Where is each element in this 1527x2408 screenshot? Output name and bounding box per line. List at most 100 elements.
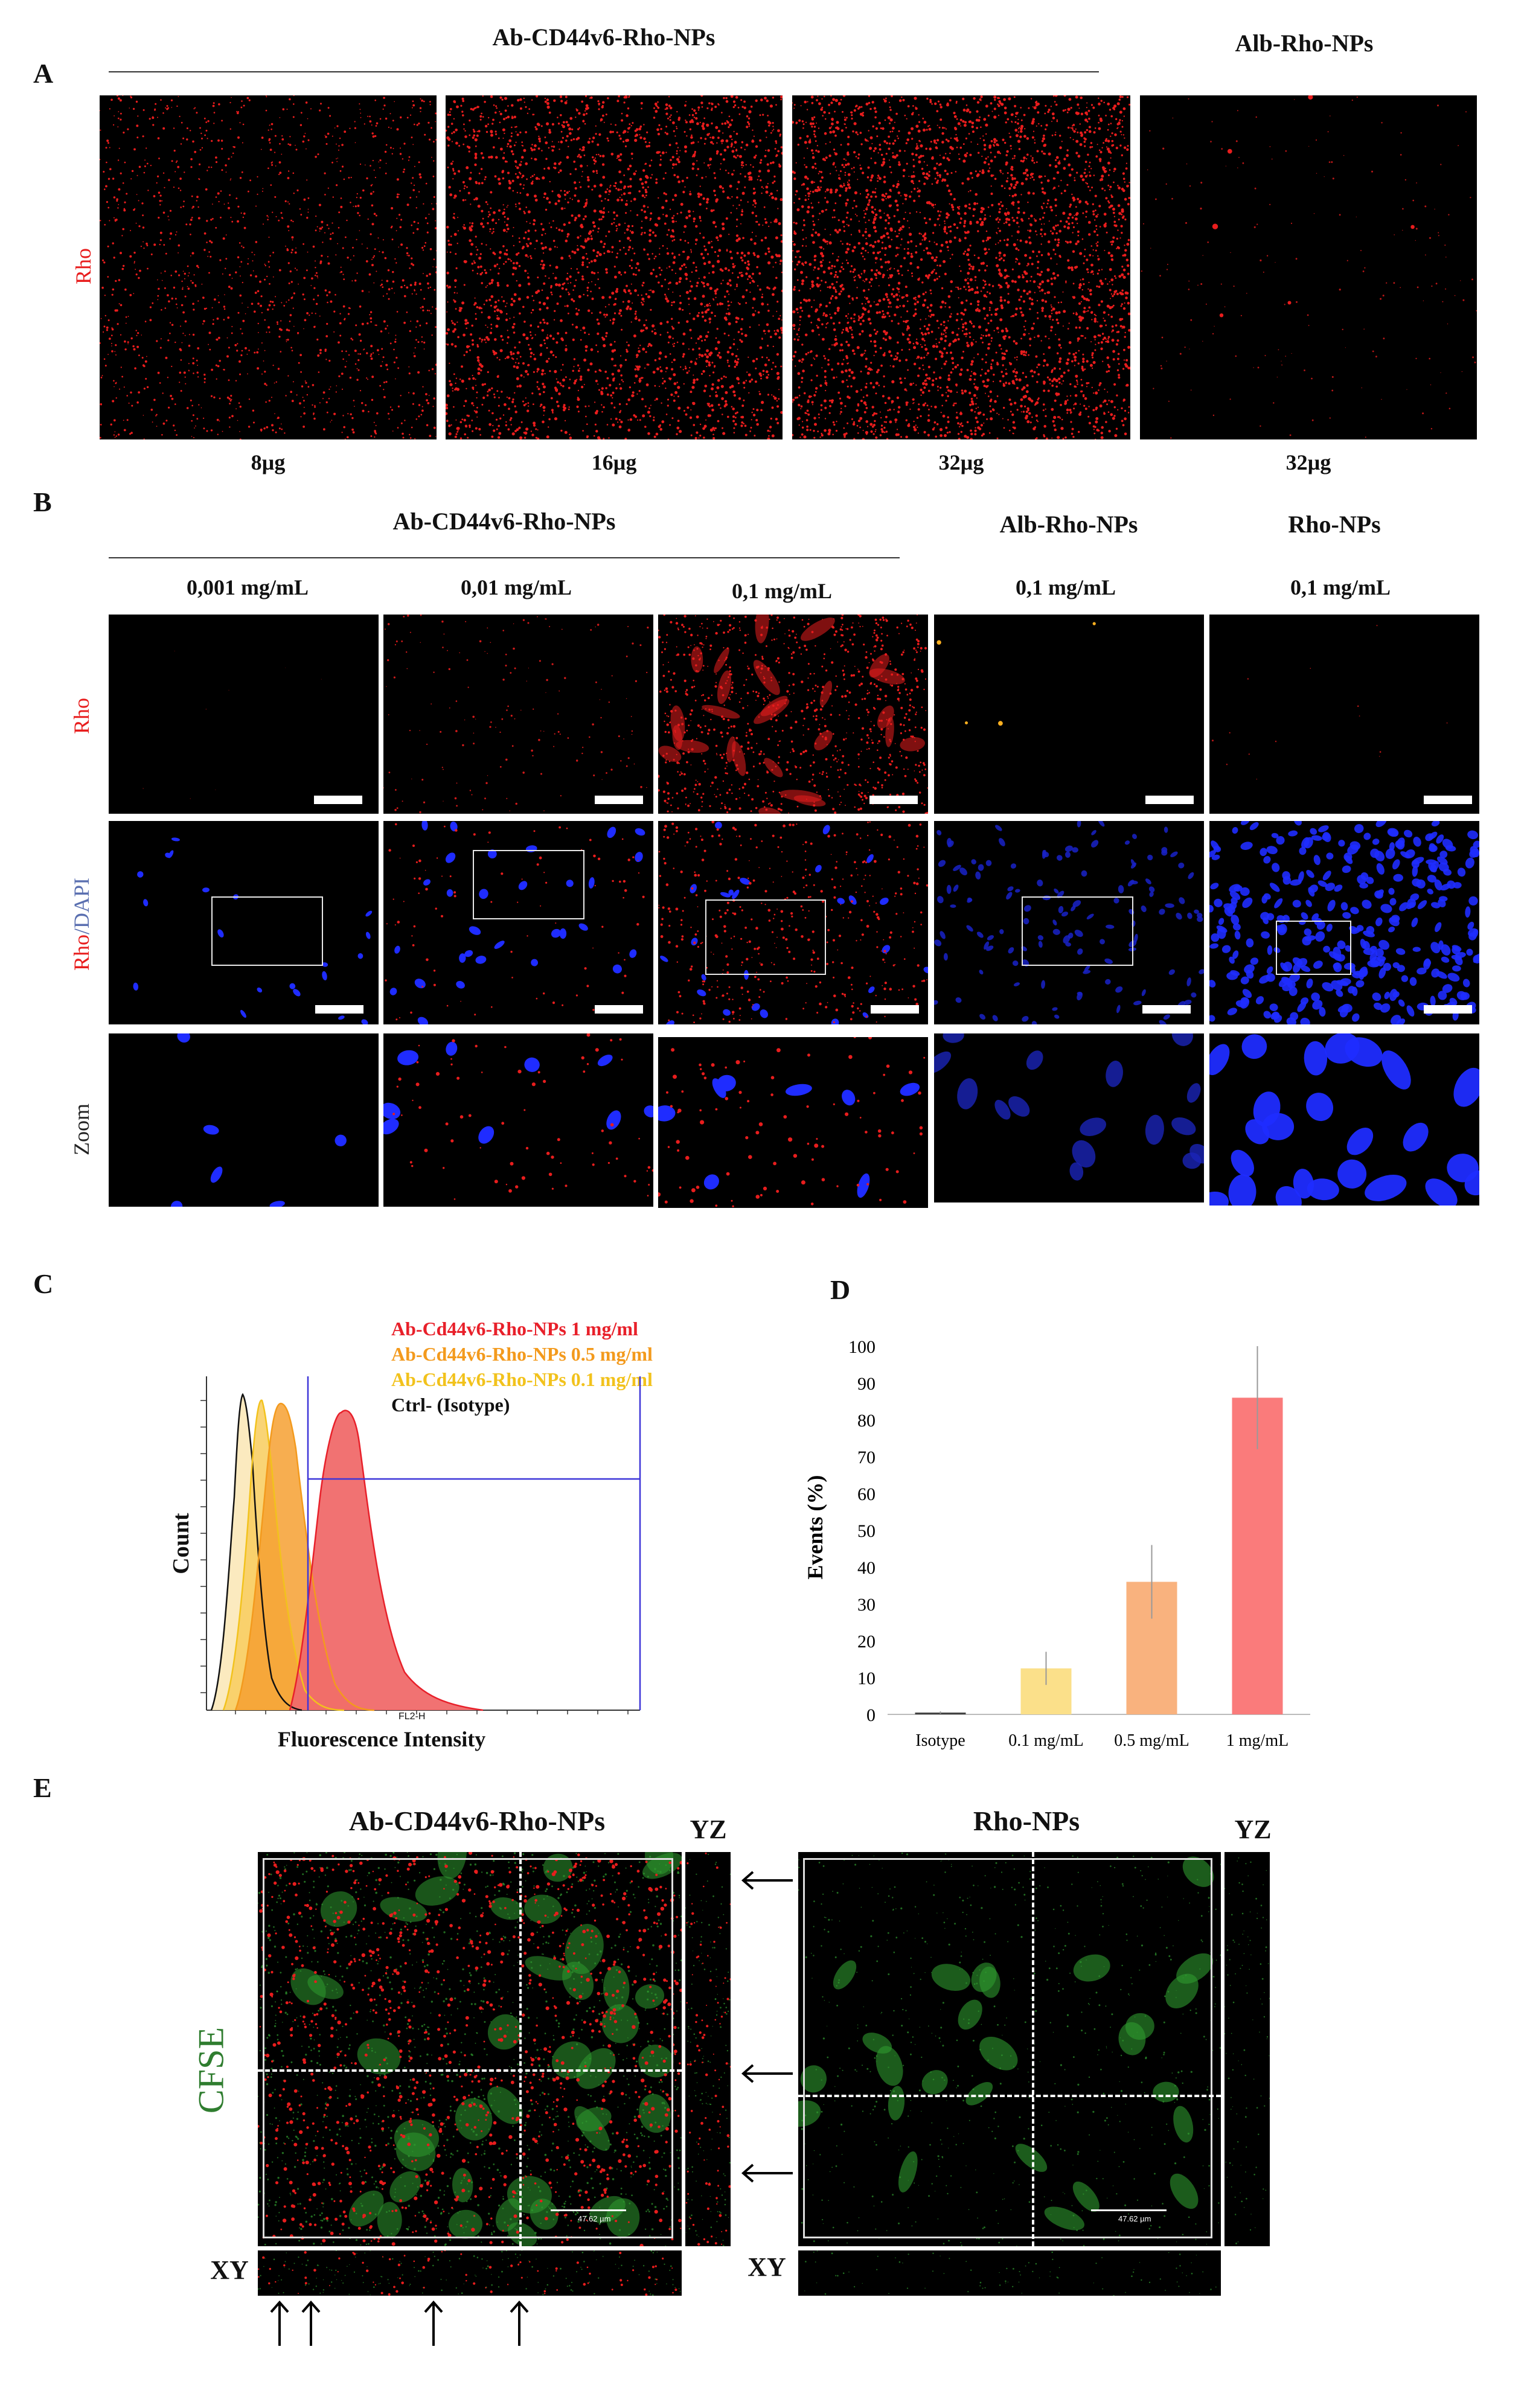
panel-b-letter: B [33,487,52,517]
histogram-1mg-fill [290,1410,483,1710]
y-tick-label: 60 [857,1484,876,1504]
panel-c-xlabel: Fluorescence Intensity [278,1727,486,1751]
zoom-region-box [1276,921,1351,975]
y-tick-label: 40 [857,1558,876,1578]
panel-a-image-32ug [792,95,1130,439]
yz-arrow-icon [741,1871,793,1890]
dapi-label-part: DAPI [69,877,94,928]
panel-a-image-8ug [100,95,437,439]
x-tick-label: Isotype [915,1731,965,1750]
panel-a-letter: A [33,58,54,89]
panel-c-channel-tag: FL2-H [399,1711,426,1722]
panel-b-group-right-title: Rho-NPs [1288,511,1381,538]
crosshair-horizontal [258,2069,682,2072]
panel-e-stain-label: CFSE [191,2026,231,2114]
y-axis-label: Events (%) [803,1475,827,1580]
panel-b-zoom-image [109,1033,379,1207]
panel-b-concentration: 0,1 mg/mL [732,579,832,603]
panel-a-row-label: Rho [71,248,95,285]
panel-c-legend: Ab-Cd44v6-Rho-NPs 1 mg/ml Ab-Cd44v6-Rho-… [391,1316,653,1417]
panel-b-concentration: 0,1 mg/mL [1016,575,1116,599]
legend-entry-01mg: Ab-Cd44v6-Rho-NPs 0.1 mg/ml [391,1368,653,1390]
scale-bar [1424,796,1472,804]
panel-b-group-mid-title: Alb-Rho-NPs [999,511,1138,538]
panel-d-bar-chart: 0 10 20 30 40 50 60 70 80 90 100 Isotype 0.1 mg/mL 0… [803,1337,1310,1750]
y-tick-label: 100 [848,1337,876,1357]
zoom-region-box [1022,896,1133,966]
panel-c-histogram [200,1376,641,1714]
panel-a-image-alb-32ug [1140,95,1477,439]
panel-e-letter: E [33,1772,52,1803]
panel-b-group-left-title: Ab-CD44v6-Rho-NPs [392,508,616,535]
xy-arrow-icon [424,2300,443,2346]
x-tick-label: 1 mg/mL [1226,1731,1289,1750]
scale-bar [551,2209,626,2211]
panel-e-right-xy-image: 47.62 µm [798,1852,1221,2246]
yz-arrow-icon [741,2164,793,2183]
panel-b-rho-image [383,615,653,814]
scale-bar-text: 47.62 µm [1118,2214,1151,2223]
y-tick-label: 10 [857,1669,876,1688]
panel-e-right-xy-strip [798,2250,1221,2296]
panel-b-concentration: 0,1 mg/mL [1290,575,1391,599]
panel-b-rho-image [934,615,1204,814]
rho-label-part: Rho [69,934,94,971]
crosshair-vertical [519,1852,522,2246]
scale-bar [314,796,362,804]
scale-bar-text: 47.62 µm [578,2214,611,2223]
panel-a-image-16ug [446,95,783,439]
legend-entry-05mg: Ab-Cd44v6-Rho-NPs 0.5 mg/ml [391,1343,653,1365]
y-tick-label: 80 [857,1411,876,1431]
image-border [803,1858,1212,2238]
panel-b-group-rule [109,557,900,558]
panel-e-left-title: Ab-CD44v6-Rho-NPs [348,1806,606,1836]
panel-a-group-right-title: Alb-Rho-NPs [1235,30,1374,57]
scale-bar [869,796,918,804]
zoom-region-box [473,850,584,919]
panel-a-dose-label: 32µg [938,450,984,474]
panel-b-rho-image [109,615,379,814]
panel-b-row-label-rho-dapi: Rho/DAPI [69,873,94,976]
panel-b-zoom-image [1209,1033,1479,1206]
y-tick-label: 20 [857,1632,876,1652]
scale-bar [1145,796,1194,804]
panel-d-letter: D [830,1274,851,1305]
y-tick-label: 90 [857,1374,876,1394]
panel-b-zoom-image [658,1037,928,1208]
panel-e-xy-label-left: XY [210,2255,249,2285]
panel-b-rho-dapi-image [383,821,653,1024]
crosshair-horizontal [798,2095,1221,2097]
panel-e-left-yz-strip [685,1852,731,2246]
y-tick-label: 0 [866,1705,876,1725]
yz-arrow-icon [741,2064,793,2083]
panel-b-zoom-image [383,1033,653,1207]
panel-c-ylabel: Count [168,1513,194,1574]
panel-b-concentration: 0,01 mg/mL [461,575,572,599]
scale-bar [595,796,643,804]
panel-e-left-xy-strip [258,2250,682,2296]
panel-a-dose-label: 8µg [251,450,286,474]
panel-a-dose-label: 32µg [1285,450,1331,474]
xy-arrow-icon [270,2300,289,2346]
panel-b-rho-dapi-image [934,821,1204,1024]
slash-label-part: / [69,928,94,935]
panel-a-group-rule [109,71,1099,72]
scale-bar [595,1005,643,1014]
xy-arrow-icon [301,2300,321,2346]
legend-entry-isotype: Ctrl- (Isotype) [391,1394,510,1416]
y-tick-label: 70 [857,1448,876,1467]
scale-bar [1091,2209,1167,2211]
panel-b-row-label-zoom: Zoom [69,1103,94,1155]
panel-e-xy-label-right: XY [747,2252,786,2282]
histogram-ticks [200,1400,629,1714]
scale-bar [315,1005,363,1014]
y-tick-label: 50 [857,1521,876,1541]
panel-b-concentration: 0,001 mg/mL [187,575,309,599]
x-tick-label: 0.1 mg/mL [1008,1731,1083,1750]
histogram-05mg-fill [235,1404,374,1710]
panel-e-right-title: Rho-NPs [973,1806,1080,1836]
panel-b-zoom-image [934,1033,1204,1202]
panel-b-rho-dapi-image [658,821,928,1024]
legend-entry-1mg: Ab-Cd44v6-Rho-NPs 1 mg/ml [391,1318,638,1340]
bar [1232,1397,1283,1714]
